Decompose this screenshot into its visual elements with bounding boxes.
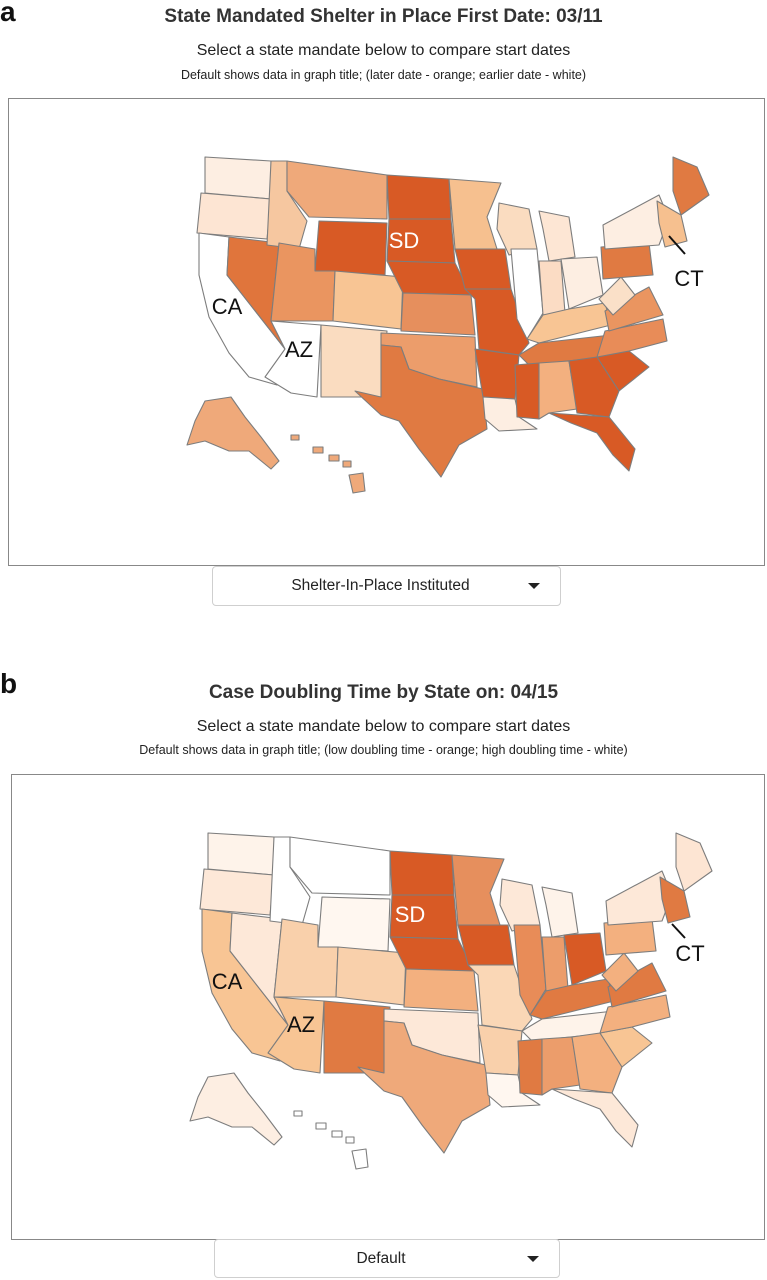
state-label-ct: CT xyxy=(675,941,704,966)
state-ms[interactable] xyxy=(514,362,540,420)
state-wy[interactable] xyxy=(314,220,388,276)
state-label-ca: CA xyxy=(212,969,243,994)
state-ks[interactable] xyxy=(400,292,476,336)
panel-a-dropdown-value: Shelter-In-Place Instituted xyxy=(291,577,470,594)
state-nd[interactable] xyxy=(386,174,452,220)
panel-a-title: State Mandated Shelter in Place First Da… xyxy=(164,6,603,27)
state-ms[interactable] xyxy=(517,1038,543,1096)
state-co[interactable] xyxy=(335,946,407,1006)
state-mi[interactable] xyxy=(538,210,576,262)
state-wa[interactable] xyxy=(204,156,272,200)
state-or[interactable] xyxy=(196,192,272,240)
state-ar[interactable] xyxy=(477,1024,523,1076)
state-ne6[interactable] xyxy=(659,876,691,924)
state-wi[interactable] xyxy=(496,202,538,256)
state-la[interactable] xyxy=(482,396,538,432)
panel-b-letter: b xyxy=(0,668,18,699)
state-fl[interactable] xyxy=(548,412,636,472)
state-fl[interactable] xyxy=(551,1088,639,1148)
chevron-down-icon xyxy=(528,583,540,589)
panel-b-map-svg: SD CA AZ CT xyxy=(189,832,713,1170)
state-wv[interactable] xyxy=(598,276,636,316)
panel-b-states xyxy=(189,832,713,1170)
state-ia[interactable] xyxy=(454,248,512,290)
panel-b-map: SD CA AZ CT xyxy=(11,774,765,1240)
panel-b-labels: SD CA AZ CT xyxy=(212,902,705,1037)
state-or[interactable] xyxy=(199,868,275,916)
state-oh[interactable] xyxy=(563,932,607,986)
state-label-ct: CT xyxy=(674,266,703,291)
state-wa[interactable] xyxy=(207,832,275,876)
state-nm[interactable] xyxy=(320,324,388,398)
ct-leader-line xyxy=(671,923,686,939)
state-label-az: AZ xyxy=(287,1012,315,1037)
chevron-down-icon xyxy=(527,1255,539,1262)
panel-a-map-svg: SD CA AZ CT xyxy=(186,156,710,494)
panel-b-dropdown-value: Default xyxy=(356,1249,406,1267)
state-mi[interactable] xyxy=(541,886,579,938)
state-ar[interactable] xyxy=(474,348,520,400)
panel-a-labels: SD CA AZ CT xyxy=(212,228,704,362)
panel-a-note: Default shows data in graph title; (late… xyxy=(180,68,587,82)
panel-a-letter: a xyxy=(0,0,16,27)
state-nc[interactable] xyxy=(596,318,668,358)
state-co[interactable] xyxy=(332,270,404,330)
state-al[interactable] xyxy=(538,360,578,420)
state-tx[interactable] xyxy=(357,1020,491,1154)
state-hi[interactable] xyxy=(290,434,366,494)
state-label-sd: SD xyxy=(395,902,426,927)
state-ak[interactable] xyxy=(186,396,280,470)
panel-a-subtitle: Select a state mandate below to compare … xyxy=(196,42,571,59)
state-wi[interactable] xyxy=(499,878,541,932)
state-in[interactable] xyxy=(541,936,569,992)
panel-b-note: Default shows data in graph title; (low … xyxy=(139,743,628,757)
state-wy[interactable] xyxy=(317,896,391,952)
panel-a-states xyxy=(186,156,710,494)
state-ia[interactable] xyxy=(457,924,515,966)
state-wv[interactable] xyxy=(601,952,639,992)
state-nc[interactable] xyxy=(599,994,671,1034)
state-tx[interactable] xyxy=(354,344,488,478)
panel-b-title: Case Doubling Time by State on: 04/15 xyxy=(208,682,559,703)
state-la[interactable] xyxy=(485,1072,541,1108)
state-nm[interactable] xyxy=(323,1000,391,1074)
panel-b-mandate-dropdown[interactable]: Default xyxy=(214,1239,560,1278)
state-mt[interactable] xyxy=(289,836,391,896)
ct-leader-line xyxy=(668,235,686,255)
state-label-az: AZ xyxy=(285,337,313,362)
state-ks[interactable] xyxy=(403,968,479,1012)
state-label-sd: SD xyxy=(389,228,420,253)
panel-b-subtitle: Select a state mandate below to compare … xyxy=(196,718,571,735)
state-mn[interactable] xyxy=(448,178,502,250)
state-il[interactable] xyxy=(513,924,547,1016)
state-ak[interactable] xyxy=(189,1072,283,1146)
panel-a-map: SD CA AZ CT xyxy=(8,98,765,566)
state-il[interactable] xyxy=(510,248,544,340)
panel-a-mandate-dropdown[interactable]: Shelter-In-Place Instituted xyxy=(212,566,561,606)
state-me[interactable] xyxy=(672,156,710,216)
state-nd[interactable] xyxy=(389,850,455,896)
state-al[interactable] xyxy=(541,1036,581,1096)
state-in[interactable] xyxy=(538,260,566,316)
state-hi[interactable] xyxy=(293,1110,369,1170)
state-mn[interactable] xyxy=(451,854,505,926)
state-mt[interactable] xyxy=(286,160,388,220)
state-label-ca: CA xyxy=(212,294,243,319)
state-me[interactable] xyxy=(675,832,713,892)
state-oh[interactable] xyxy=(560,256,604,310)
